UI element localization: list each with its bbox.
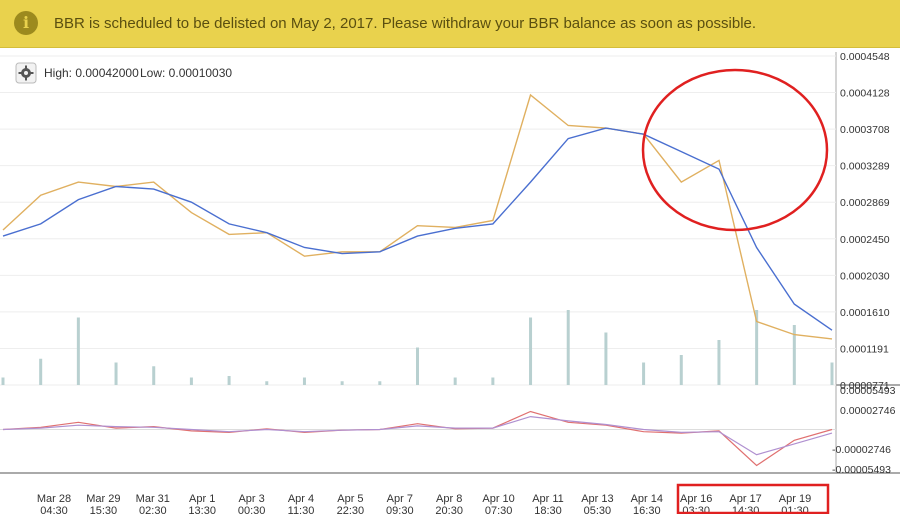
volume-bar bbox=[755, 310, 759, 385]
x-tick-time: 16:30 bbox=[633, 505, 661, 514]
x-tick-time: 04:30 bbox=[40, 505, 68, 514]
volume-bar bbox=[1, 377, 5, 385]
x-tick-date: Apr 11 bbox=[532, 493, 564, 505]
x-tick-time: 11:30 bbox=[288, 505, 315, 514]
macd-tick-label: 0.00002746 bbox=[840, 405, 896, 417]
x-tick-time: 09:30 bbox=[386, 505, 414, 514]
x-tick-date: Apr 8 bbox=[436, 493, 462, 505]
volume-bar bbox=[340, 381, 344, 385]
macd-line bbox=[2, 410, 833, 467]
x-tick-date: Apr 10 bbox=[482, 493, 514, 505]
volume-bar bbox=[76, 317, 80, 385]
volume-bar bbox=[152, 366, 156, 385]
price-lines bbox=[2, 93, 833, 340]
volume-bar bbox=[453, 377, 457, 385]
info-icon: i bbox=[14, 11, 38, 35]
x-tick-time: 20:30 bbox=[435, 505, 463, 514]
macd-signal-line bbox=[2, 415, 833, 456]
delisting-banner: i BBR is scheduled to be delisted on May… bbox=[0, 0, 900, 48]
x-tick-date: Apr 4 bbox=[288, 493, 314, 505]
y-tick-label: 0.0004128 bbox=[840, 88, 890, 100]
x-tick-date: Apr 13 bbox=[581, 493, 613, 505]
moving-average-line bbox=[2, 127, 833, 331]
x-tick-date: Apr 3 bbox=[238, 493, 264, 505]
volume-bar bbox=[114, 362, 118, 385]
x-tick-date: Apr 17 bbox=[729, 493, 761, 505]
y-tick-label: 0.0003289 bbox=[840, 161, 890, 173]
x-tick-date: Apr 14 bbox=[631, 493, 663, 505]
volume-bar bbox=[604, 332, 608, 385]
y-tick-label: 0.0002869 bbox=[840, 197, 890, 209]
macd-tick-label: -0.00005493 bbox=[832, 464, 891, 476]
macd-tick-label: -0.00002746 bbox=[832, 444, 891, 456]
x-tick-date: Mar 31 bbox=[136, 493, 170, 505]
volume-bar bbox=[189, 377, 193, 385]
volume-bar bbox=[792, 325, 796, 385]
x-tick-time: 07:30 bbox=[485, 505, 513, 514]
x-tick-time: 05:30 bbox=[584, 505, 612, 514]
volume-bar bbox=[642, 362, 646, 385]
volume-bar bbox=[416, 347, 419, 385]
x-tick-date: Apr 16 bbox=[680, 493, 712, 505]
price-line bbox=[2, 93, 833, 340]
volume-bar bbox=[529, 317, 533, 385]
y-tick-label: 0.0001610 bbox=[840, 307, 890, 319]
y-tick-label: 0.0001191 bbox=[840, 343, 889, 355]
volume-bar bbox=[265, 381, 269, 385]
x-tick-date: Mar 28 bbox=[37, 493, 71, 505]
y-tick-label: 0.0002030 bbox=[840, 270, 890, 282]
x-tick-time: 00:30 bbox=[238, 505, 266, 514]
x-tick-time: 22:30 bbox=[337, 505, 365, 514]
highlight-circle bbox=[641, 68, 829, 232]
volume-bar bbox=[378, 381, 382, 385]
x-tick-time: 13:30 bbox=[188, 505, 216, 514]
x-tick-date: Apr 1 bbox=[189, 493, 215, 505]
x-tick-date: Apr 5 bbox=[337, 493, 363, 505]
volume-bar bbox=[302, 377, 306, 385]
low-value: Low: 0.00010030 bbox=[140, 66, 232, 80]
x-tick-time: 18:30 bbox=[534, 505, 562, 514]
macd-axis-ticks: 0.00005493 0.00002746 -0.00002746 -0.000054… bbox=[832, 385, 896, 476]
y-tick-label: 0.0000771 bbox=[840, 380, 890, 392]
volume-bar bbox=[679, 355, 683, 385]
volume-bar bbox=[717, 340, 721, 385]
y-tick-label: 0.0004548 bbox=[840, 52, 890, 63]
volume-bar bbox=[566, 310, 570, 385]
x-tick-date: Apr 7 bbox=[387, 493, 413, 505]
chart-settings-button[interactable] bbox=[15, 62, 37, 84]
volume-bar bbox=[39, 358, 43, 385]
x-tick-date: Mar 29 bbox=[86, 493, 120, 505]
gear-icon bbox=[18, 65, 34, 81]
x-tick-date: Apr 19 bbox=[779, 493, 811, 505]
high-value: High: 0.00042000 bbox=[44, 66, 139, 80]
macd-tick-label: 0.00005493 bbox=[840, 385, 896, 397]
y-tick-label: 0.0003708 bbox=[840, 124, 890, 136]
volume-bars bbox=[1, 310, 834, 385]
x-tick-time: 02:30 bbox=[139, 505, 167, 514]
y-tick-label: 0.0002450 bbox=[840, 234, 890, 246]
highlight-box bbox=[676, 483, 830, 515]
y-axis-ticks: 0.0004548 0.0004128 0.0003708 0.0003289 0.00… bbox=[840, 51, 890, 392]
volume-bar bbox=[227, 376, 231, 385]
price-chart[interactable]: High: 0.00042000 Low: 0.00010030 0.00045… bbox=[0, 51, 900, 517]
volume-bar bbox=[491, 377, 495, 385]
x-tick-time: 15:30 bbox=[90, 505, 118, 514]
macd-lines bbox=[2, 410, 833, 467]
volume-bar bbox=[830, 362, 834, 385]
banner-message: BBR is scheduled to be delisted on May 2… bbox=[54, 15, 757, 32]
